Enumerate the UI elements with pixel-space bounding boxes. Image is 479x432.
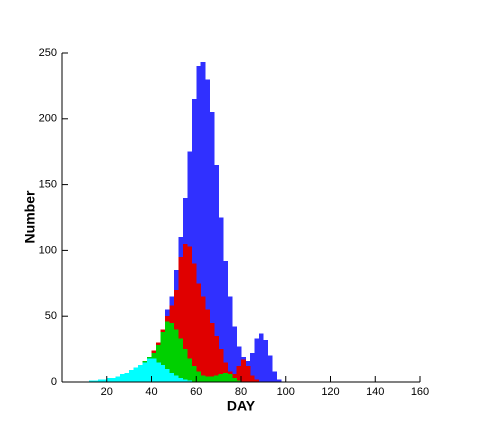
bar xyxy=(218,374,224,382)
bar xyxy=(214,164,219,382)
bar xyxy=(182,243,188,382)
bar xyxy=(236,366,242,382)
bar xyxy=(218,217,224,382)
bar xyxy=(223,372,228,382)
bar xyxy=(236,346,242,382)
bar xyxy=(164,321,170,382)
bar xyxy=(182,379,188,382)
x-axis-title: DAY xyxy=(227,398,256,414)
bar xyxy=(173,329,179,382)
y-axis-title: Number xyxy=(22,190,38,243)
x-tick-label: 60 xyxy=(190,386,202,398)
bar xyxy=(227,296,233,382)
bar xyxy=(155,362,161,382)
x-tick-label: 40 xyxy=(145,386,157,398)
bar xyxy=(191,263,197,382)
bar xyxy=(124,372,130,382)
bar xyxy=(254,379,260,382)
bar xyxy=(227,374,233,382)
bar xyxy=(97,379,103,382)
bar xyxy=(263,339,269,382)
bar xyxy=(196,283,202,382)
bar xyxy=(232,326,237,382)
bar xyxy=(223,362,228,382)
bar xyxy=(214,335,219,382)
bar xyxy=(93,380,99,382)
bar xyxy=(88,380,94,382)
bar xyxy=(133,367,139,382)
bar xyxy=(205,79,210,382)
bar xyxy=(209,322,215,382)
bar xyxy=(205,309,210,382)
x-tick-label: 80 xyxy=(235,386,247,398)
bar xyxy=(267,355,273,382)
bar xyxy=(164,368,170,382)
bar xyxy=(120,374,125,382)
x-tick-label: 140 xyxy=(366,386,384,398)
bar xyxy=(200,296,206,382)
y-tick-label: 200 xyxy=(39,113,57,125)
bar xyxy=(200,62,206,382)
y-tick-label: 100 xyxy=(39,244,57,256)
bar xyxy=(187,358,193,382)
bar xyxy=(169,372,175,382)
bar xyxy=(182,349,188,382)
bar xyxy=(249,375,255,382)
bar xyxy=(160,331,166,382)
bar xyxy=(245,366,251,382)
bar xyxy=(214,375,219,382)
bar xyxy=(178,378,184,382)
bar xyxy=(223,260,228,382)
bar xyxy=(196,66,202,382)
x-tick-label: 160 xyxy=(411,386,429,398)
bar xyxy=(138,364,143,382)
bar xyxy=(209,376,215,382)
bar xyxy=(232,378,237,382)
y-tick-label: 150 xyxy=(39,179,57,191)
bar xyxy=(178,338,184,382)
bar xyxy=(218,349,224,382)
y-tick-label: 0 xyxy=(51,376,57,388)
bar xyxy=(241,359,246,382)
x-tick-label: 100 xyxy=(277,386,295,398)
bar xyxy=(173,375,179,382)
y-tick-label: 50 xyxy=(45,310,57,322)
bar xyxy=(196,371,202,382)
y-tick-label: 250 xyxy=(39,47,57,59)
x-tick-label: 20 xyxy=(101,386,113,398)
bar xyxy=(115,376,121,382)
bar xyxy=(187,380,193,382)
bar xyxy=(254,338,260,382)
x-tick-label: 120 xyxy=(321,386,339,398)
bar xyxy=(129,370,134,382)
bar xyxy=(160,364,166,382)
bar xyxy=(205,376,210,382)
bar xyxy=(178,256,184,382)
bar xyxy=(272,371,278,382)
bar xyxy=(151,358,157,382)
bar xyxy=(236,380,242,382)
bar xyxy=(106,378,112,382)
bar xyxy=(209,112,215,382)
bar xyxy=(276,379,282,382)
bar xyxy=(191,366,197,382)
bar xyxy=(187,246,193,382)
bar xyxy=(111,378,116,382)
bar xyxy=(142,362,148,382)
bar xyxy=(102,379,108,382)
bar xyxy=(200,375,206,382)
bar xyxy=(249,353,255,382)
bar xyxy=(191,99,197,382)
bar xyxy=(147,358,152,382)
bar xyxy=(169,322,175,382)
bar xyxy=(258,333,264,382)
